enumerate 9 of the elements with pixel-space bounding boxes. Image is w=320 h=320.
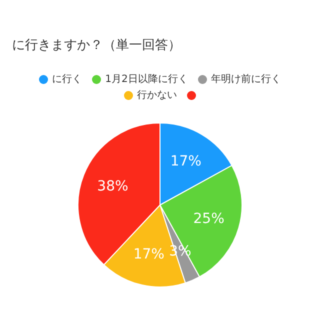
chart-title: に行きますか？（単一回答）: [11, 37, 182, 55]
legend-label: 1月2日以降に行く: [105, 72, 188, 86]
data-label: 25%: [193, 211, 224, 228]
data-label: 17%: [170, 153, 202, 170]
data-label: 17%: [133, 246, 164, 263]
data-label: 38%: [97, 178, 128, 194]
legend-label: に行く: [52, 73, 82, 86]
legend-label: 年明け前に行く: [210, 73, 281, 86]
legend-label: 行かない: [137, 89, 177, 102]
